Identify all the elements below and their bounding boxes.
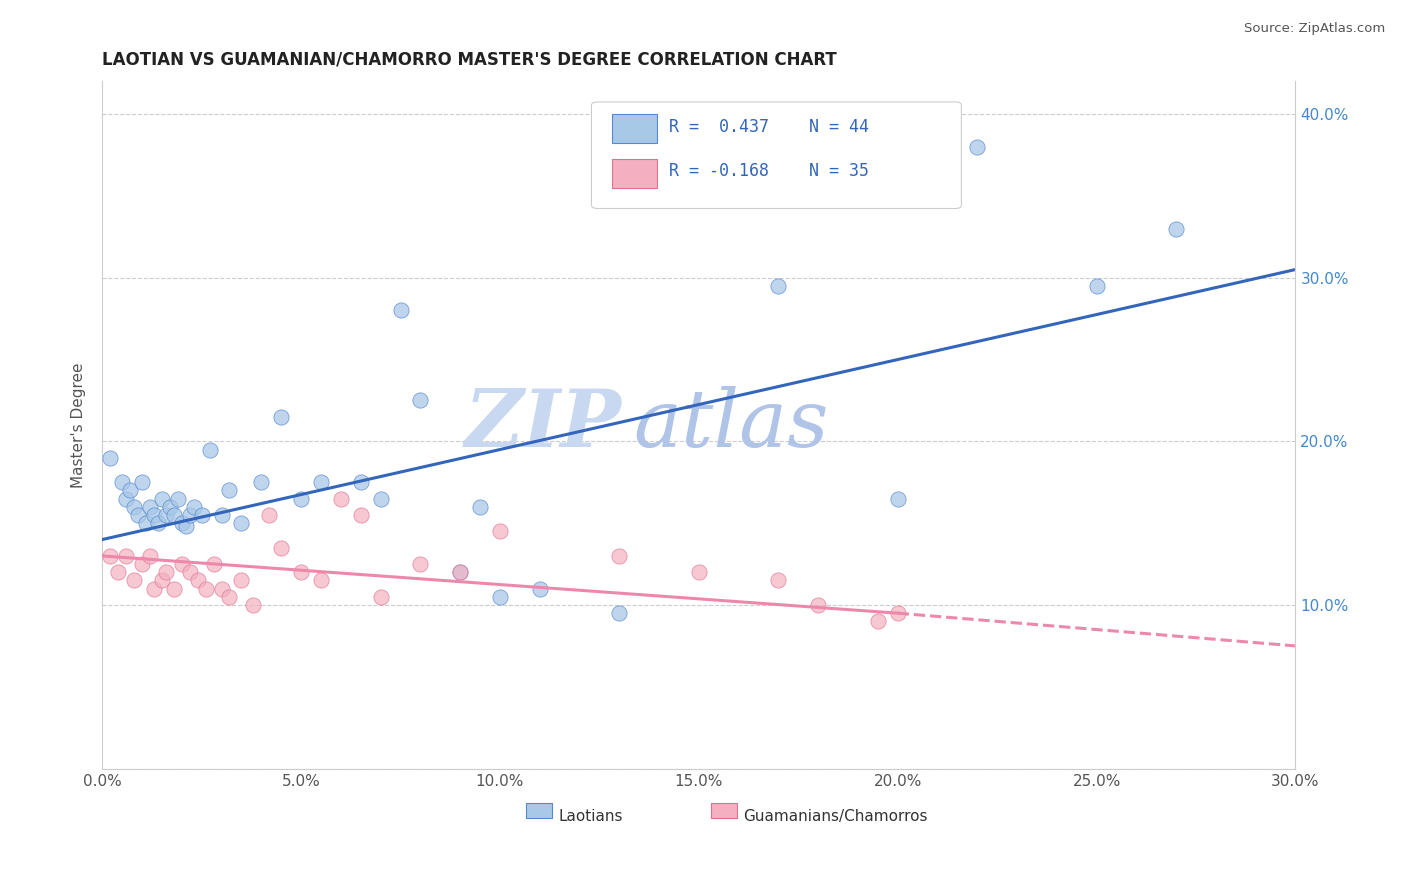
Point: [170, 516, 193, 531]
Point: [309, 574, 332, 588]
Point: [146, 516, 169, 531]
Point: [270, 541, 292, 555]
Text: R =  0.437    N = 44: R = 0.437 N = 44: [669, 118, 869, 136]
Point: [866, 615, 889, 629]
Bar: [526, 803, 553, 818]
Point: [179, 508, 201, 522]
Point: [409, 393, 432, 408]
Point: [159, 500, 181, 514]
Point: [131, 557, 153, 571]
Point: [183, 500, 205, 514]
Point: [607, 606, 630, 620]
Point: [170, 557, 193, 571]
Point: [122, 574, 145, 588]
Point: [807, 598, 830, 612]
Point: [231, 516, 253, 531]
Point: [187, 574, 209, 588]
Point: [211, 582, 233, 596]
Point: [127, 508, 149, 522]
Point: [118, 483, 141, 498]
Point: [449, 566, 471, 580]
Point: [166, 491, 188, 506]
Text: R = -0.168    N = 35: R = -0.168 N = 35: [669, 161, 869, 180]
Point: [688, 180, 710, 194]
Point: [389, 303, 412, 318]
Point: [218, 483, 240, 498]
Point: [242, 598, 264, 612]
Point: [886, 606, 908, 620]
Point: [309, 475, 332, 490]
Bar: [711, 803, 737, 818]
Point: [155, 508, 177, 522]
Point: [1166, 221, 1188, 235]
FancyBboxPatch shape: [592, 102, 962, 209]
Point: [150, 491, 173, 506]
Point: [179, 566, 201, 580]
Point: [688, 566, 710, 580]
Point: [163, 508, 186, 522]
Point: [198, 442, 221, 457]
Point: [350, 475, 373, 490]
Point: [250, 475, 273, 490]
Point: [98, 549, 121, 563]
Point: [163, 582, 186, 596]
Text: LAOTIAN VS GUAMANIAN/CHAMORRO MASTER'S DEGREE CORRELATION CHART: LAOTIAN VS GUAMANIAN/CHAMORRO MASTER'S D…: [103, 51, 837, 69]
Point: [350, 508, 373, 522]
Point: [489, 524, 512, 539]
Point: [98, 450, 121, 465]
Point: [449, 566, 471, 580]
Bar: [612, 159, 657, 188]
Point: [329, 491, 352, 506]
Point: [150, 574, 173, 588]
Point: [270, 409, 292, 424]
Text: Guamanians/Chamorros: Guamanians/Chamorros: [742, 808, 928, 823]
Point: [155, 566, 177, 580]
Point: [409, 557, 432, 571]
Point: [259, 508, 281, 522]
Point: [131, 475, 153, 490]
Point: [290, 566, 312, 580]
Point: [142, 582, 165, 596]
Point: [190, 508, 212, 522]
Text: Source: ZipAtlas.com: Source: ZipAtlas.com: [1244, 22, 1385, 36]
Point: [468, 500, 491, 514]
Point: [135, 516, 157, 531]
Y-axis label: Master's Degree: Master's Degree: [72, 362, 86, 488]
Text: Laotians: Laotians: [558, 808, 623, 823]
Point: [202, 557, 225, 571]
Point: [768, 279, 790, 293]
Point: [139, 500, 162, 514]
Point: [370, 491, 392, 506]
Point: [1085, 279, 1108, 293]
Text: ZIP: ZIP: [464, 386, 621, 464]
Point: [886, 491, 908, 506]
Point: [111, 475, 134, 490]
Point: [489, 590, 512, 604]
Point: [607, 549, 630, 563]
Bar: [612, 114, 657, 144]
Point: [139, 549, 162, 563]
Text: atlas: atlas: [633, 386, 828, 464]
Point: [142, 508, 165, 522]
Point: [115, 549, 138, 563]
Point: [529, 582, 551, 596]
Point: [122, 500, 145, 514]
Point: [370, 590, 392, 604]
Point: [218, 590, 240, 604]
Point: [211, 508, 233, 522]
Point: [231, 574, 253, 588]
Point: [107, 566, 129, 580]
Point: [768, 574, 790, 588]
Point: [115, 491, 138, 506]
Point: [966, 140, 988, 154]
Point: [290, 491, 312, 506]
Point: [194, 582, 217, 596]
Point: [174, 519, 197, 533]
